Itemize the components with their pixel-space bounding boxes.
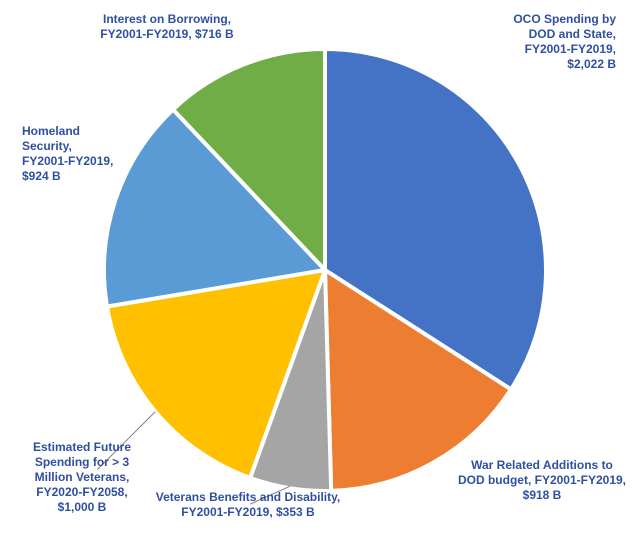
leader-line-future-veterans (96, 411, 156, 470)
pie-slice-interest (171, 47, 327, 272)
pie-slice-future-veterans (105, 268, 327, 480)
slice-label-future-veterans: Estimated Future Spending for > 3 Millio… (32, 440, 131, 514)
slice-label-homeland-security: Homeland Security, FY2001-FY2019, $924 B (22, 124, 114, 183)
pie-slice-war-related (323, 268, 513, 493)
leader-line-veterans-benefits (249, 485, 291, 505)
slice-label-oco: OCO Spending by DOD and State, FY2001-FY… (513, 12, 616, 71)
slice-label-war-related: War Related Additions to DOD budget, FY2… (457, 458, 627, 502)
slice-label-veterans-benefits: Veterans Benefits and Disability, FY2001… (155, 490, 341, 519)
slice-label-interest: Interest on Borrowing, FY2001-FY2019, $7… (100, 12, 234, 41)
pie-slice-homeland (102, 107, 327, 309)
